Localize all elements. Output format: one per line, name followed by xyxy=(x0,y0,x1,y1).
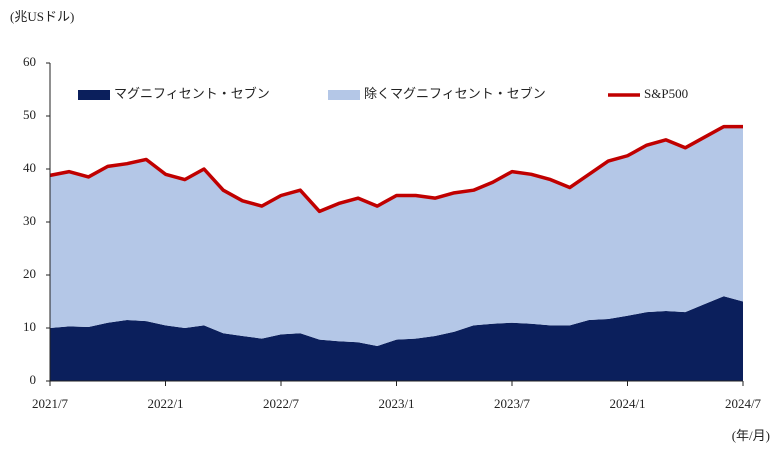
y-tick-label: 40 xyxy=(23,160,36,175)
x-tick-label: 2024/1 xyxy=(609,396,645,411)
x-tick-label: 2022/7 xyxy=(263,396,300,411)
x-tick-label: 2023/1 xyxy=(378,396,414,411)
y-unit: (兆USドル) xyxy=(10,9,74,24)
y-tick-label: 50 xyxy=(23,107,36,122)
legend-label: マグニフィセント・セブン xyxy=(114,86,270,101)
x-tick-label: 2024/7 xyxy=(725,396,762,411)
legend-label: S&P500 xyxy=(644,86,688,101)
line xyxy=(49,124,743,214)
legend-label: 除くマグニフィセント・セブン xyxy=(364,86,546,101)
y-tick-label: 20 xyxy=(23,266,36,281)
x-unit: (年/月) xyxy=(732,428,770,443)
y-tick-label: 0 xyxy=(30,372,37,387)
legend-swatch xyxy=(328,90,360,100)
y-tick-label: 60 xyxy=(23,54,36,69)
y-tick-label: 30 xyxy=(23,213,36,228)
area xyxy=(50,296,743,381)
x-tick-label: 2023/7 xyxy=(494,396,531,411)
area xyxy=(50,126,743,347)
x-tick-label: 2021/7 xyxy=(32,396,69,411)
legend-swatch xyxy=(78,90,110,100)
y-tick-label: 10 xyxy=(23,319,36,334)
x-tick-label: 2022/1 xyxy=(147,396,183,411)
